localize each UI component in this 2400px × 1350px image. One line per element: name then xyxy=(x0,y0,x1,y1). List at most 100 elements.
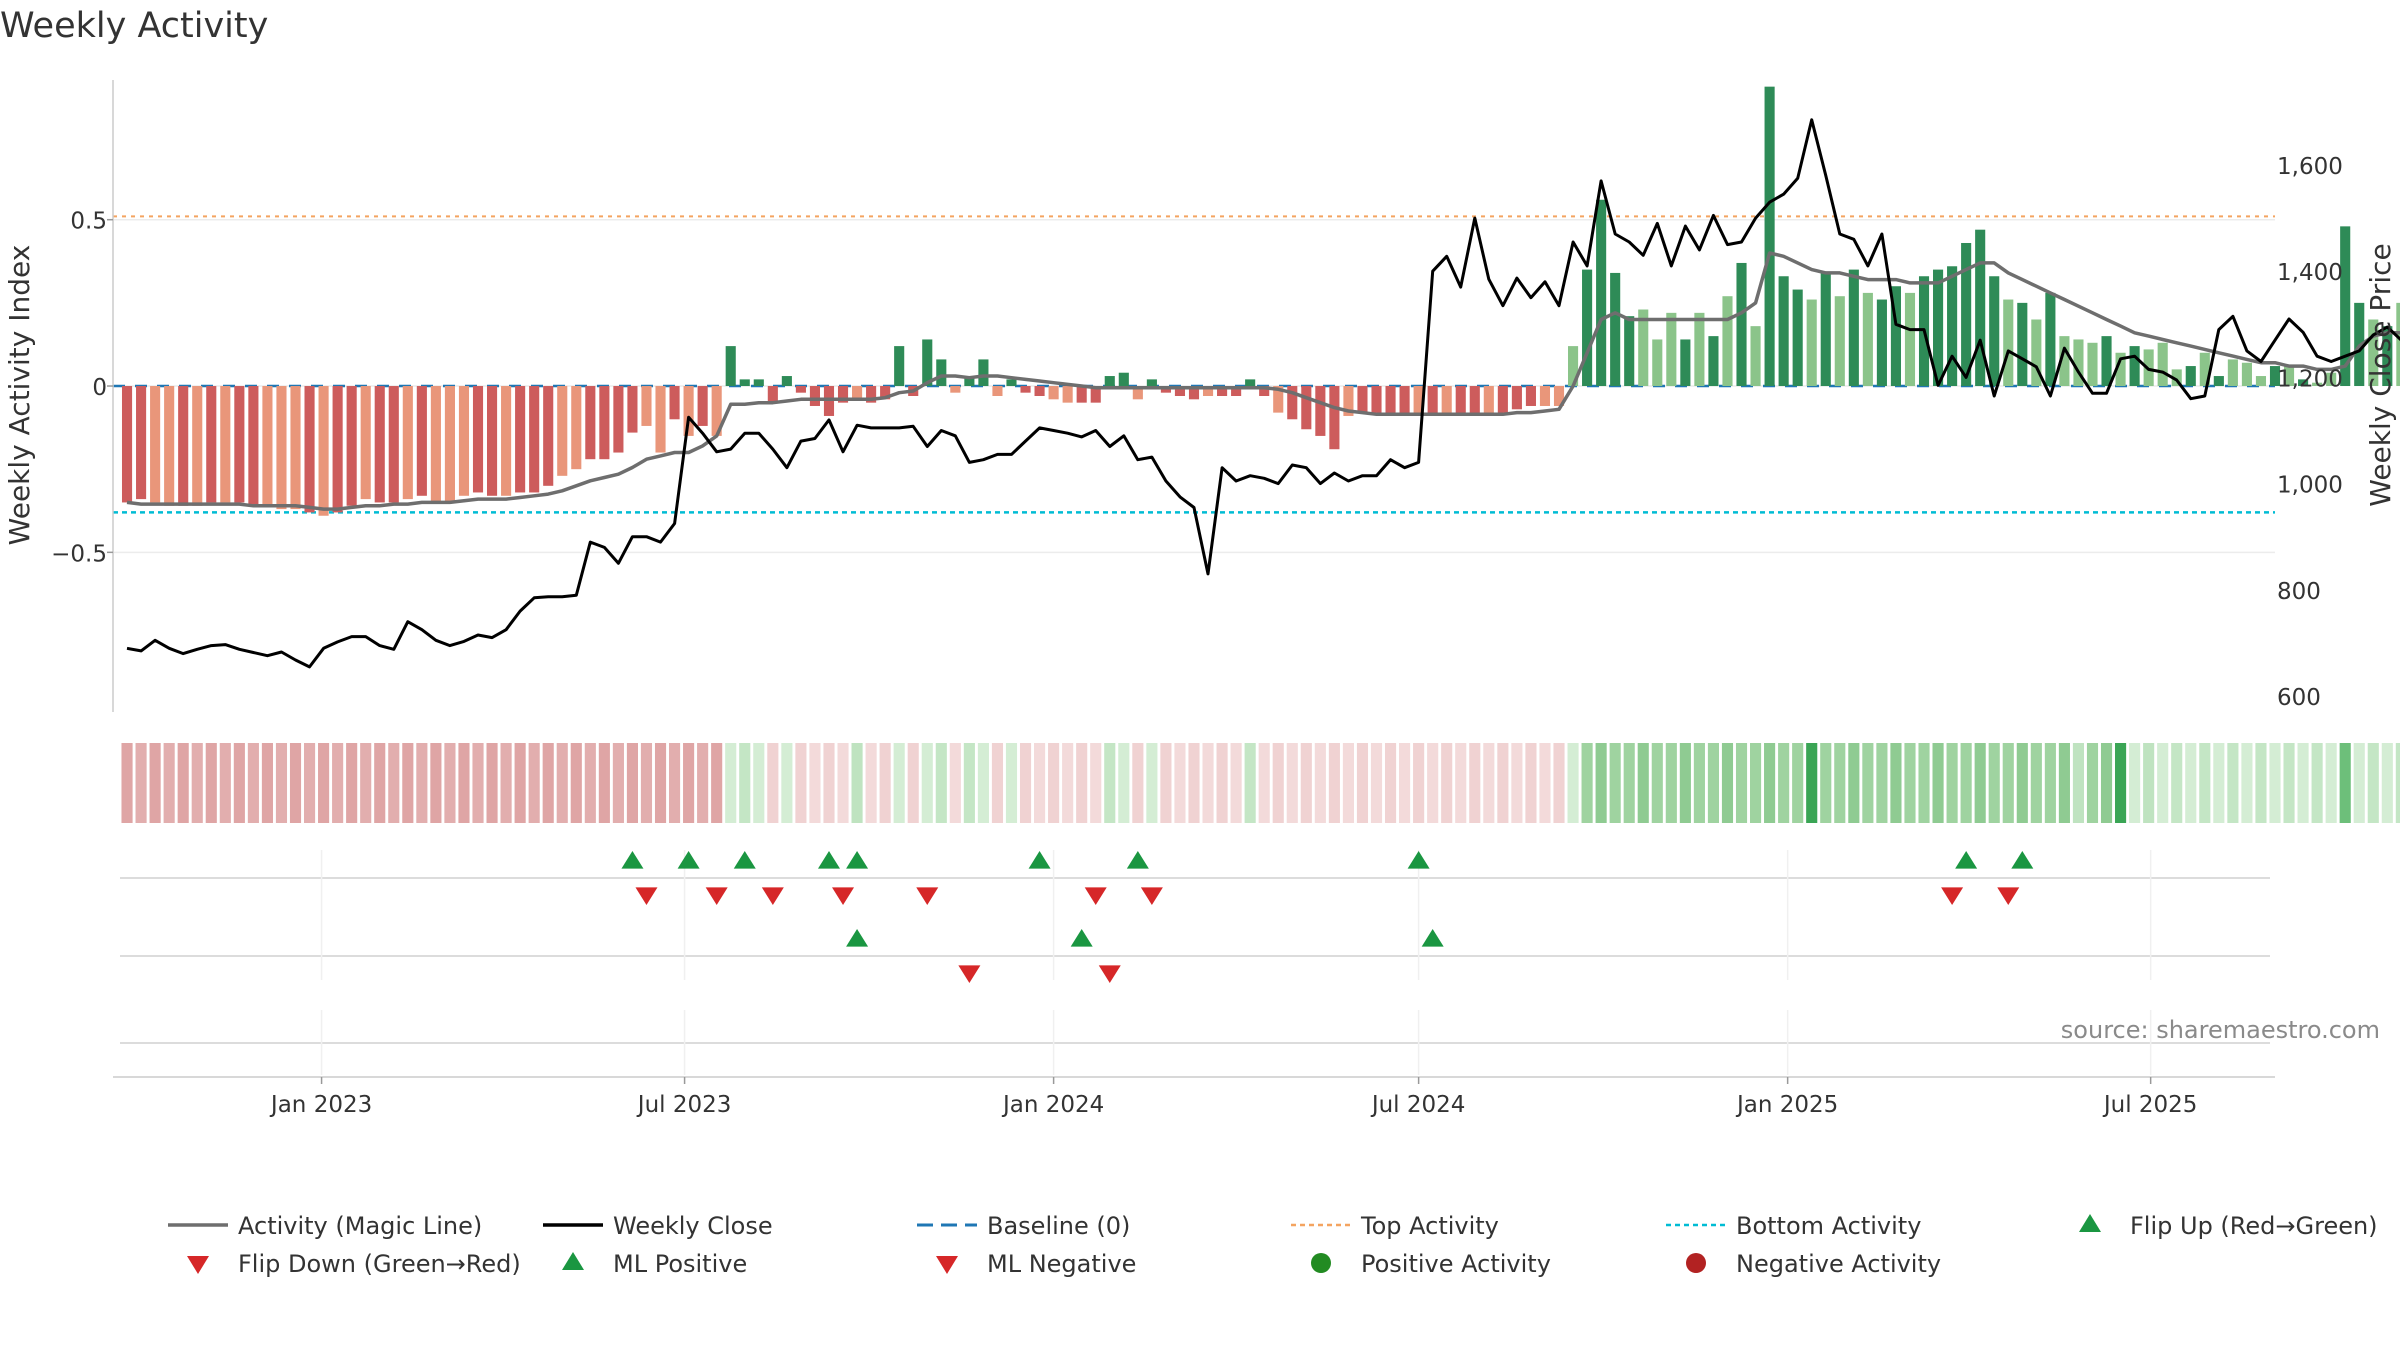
activity-bar xyxy=(178,386,189,506)
activity-bar xyxy=(781,376,792,387)
ml-positive-marker xyxy=(1421,929,1444,947)
activity-bar xyxy=(1287,386,1298,420)
activity-bar xyxy=(2003,299,2014,387)
activity-bar xyxy=(2255,376,2267,387)
axes: −0.5 0 0.5 600 800 1,000 1,200 1,400 1,600 xyxy=(51,80,2343,712)
heatmap-cell xyxy=(1005,743,1018,823)
heatmap-cell xyxy=(388,743,400,823)
heatmap-cell xyxy=(1497,743,1509,823)
heatmap-cell xyxy=(205,743,217,823)
activity-bar xyxy=(2227,359,2238,387)
flip-down-marker xyxy=(705,887,728,905)
activity-bar xyxy=(2101,336,2112,387)
activity-bar xyxy=(220,386,231,503)
activity-bar xyxy=(1357,386,1368,413)
legend-label: Top Activity xyxy=(1360,1212,1499,1240)
heatmap-cell xyxy=(360,743,372,823)
heatmap-cell xyxy=(1539,743,1551,823)
heatmap-cell xyxy=(1820,743,1832,823)
activity-bar xyxy=(1273,386,1284,413)
y-tick-label: 0.5 xyxy=(70,209,107,235)
legend-item: ML Positive xyxy=(562,1250,747,1278)
heatmap-cell xyxy=(879,743,891,823)
heatmap-cell xyxy=(121,743,133,823)
heatmap-cell xyxy=(1707,743,1720,823)
heatmap-cell xyxy=(346,743,358,823)
legend-item: Weekly Close xyxy=(543,1212,773,1240)
heatmap-cell xyxy=(2367,743,2379,823)
y-tick-label: −0.5 xyxy=(51,541,107,567)
heatmap-cell xyxy=(781,743,793,823)
activity-bar xyxy=(2312,382,2323,387)
activity-bar xyxy=(1301,386,1312,430)
x-tick-label: Jan 2024 xyxy=(1001,1092,1104,1118)
flip-up-marker xyxy=(1407,851,1430,869)
heatmap-cell xyxy=(303,743,316,823)
flip-up-marker xyxy=(817,851,840,869)
heatmap-cell xyxy=(1019,743,1032,823)
activity-bar xyxy=(725,346,736,387)
heatmap-cell xyxy=(1525,743,1537,823)
activity-bar xyxy=(2298,379,2309,387)
activity-bar xyxy=(1722,296,1733,387)
flip-down-marker xyxy=(832,887,855,905)
y2-tick-label: 1,000 xyxy=(2277,473,2343,499)
activity-bar xyxy=(2326,372,2337,387)
heatmap-cell xyxy=(1244,743,1256,823)
heatmap-cell xyxy=(795,743,807,823)
activity-bar xyxy=(1989,276,2000,387)
activity-bar xyxy=(332,386,343,513)
x-tick-label: Jan 2023 xyxy=(269,1092,372,1118)
heatmap-cell xyxy=(2339,743,2351,823)
activity-bar xyxy=(430,386,441,503)
activity-bar xyxy=(2171,369,2182,387)
heatmap-cell xyxy=(977,743,989,823)
legend-label: ML Negative xyxy=(987,1250,1136,1278)
heatmap-cell xyxy=(2353,743,2365,823)
activity-bar xyxy=(964,376,975,387)
series-lines xyxy=(126,118,2400,669)
heatmap-cell xyxy=(767,743,779,823)
heatmap-cell xyxy=(1609,743,1621,823)
heatmap-cell xyxy=(472,743,484,823)
flip-up-marker xyxy=(733,851,756,869)
heatmap-cell xyxy=(1384,743,1397,823)
activity-bar xyxy=(866,386,877,403)
activity-bar xyxy=(1862,292,1873,387)
heatmap-cell xyxy=(444,743,456,823)
heatmap-cell xyxy=(2002,743,2014,823)
activity-bar xyxy=(1441,386,1452,413)
y2-tick-label: 1,600 xyxy=(2277,154,2343,180)
activity-bar xyxy=(1104,376,1115,387)
activity-bar xyxy=(1371,386,1382,413)
ml-positive-marker xyxy=(1070,929,1093,947)
heatmap-cell xyxy=(1988,743,2000,823)
activity-bar xyxy=(276,386,287,510)
heatmap-cell xyxy=(1665,743,1677,823)
activity-bar xyxy=(1890,286,1902,387)
y-tick-label: 0 xyxy=(92,375,107,401)
legend-swatch-triangle-up xyxy=(562,1252,584,1270)
activity-bar xyxy=(1904,292,1916,387)
ml-negative-marker xyxy=(1098,965,1121,983)
heatmap-cell xyxy=(1637,743,1649,823)
activity-bar xyxy=(1511,386,1522,410)
activity-bar xyxy=(543,386,554,486)
heatmap-cell xyxy=(683,743,695,823)
activity-bar xyxy=(346,386,357,506)
heatmap-cell xyxy=(2072,743,2085,823)
heatmap-cell xyxy=(1160,743,1172,823)
activity-bar xyxy=(1961,242,1972,387)
heatmap-cell xyxy=(837,743,849,823)
heatmap-cell xyxy=(753,743,765,823)
activity-bar xyxy=(1245,379,1256,387)
chart-title: Weekly Activity xyxy=(0,6,268,46)
activity-bar xyxy=(304,386,315,513)
legend-item: Baseline (0) xyxy=(917,1212,1130,1240)
heatmap-cell xyxy=(514,743,526,823)
activity-bar xyxy=(515,386,526,493)
weekly-close-series xyxy=(126,118,2400,669)
heatmap-cell xyxy=(1118,743,1130,823)
activity-bar xyxy=(1582,269,1593,387)
